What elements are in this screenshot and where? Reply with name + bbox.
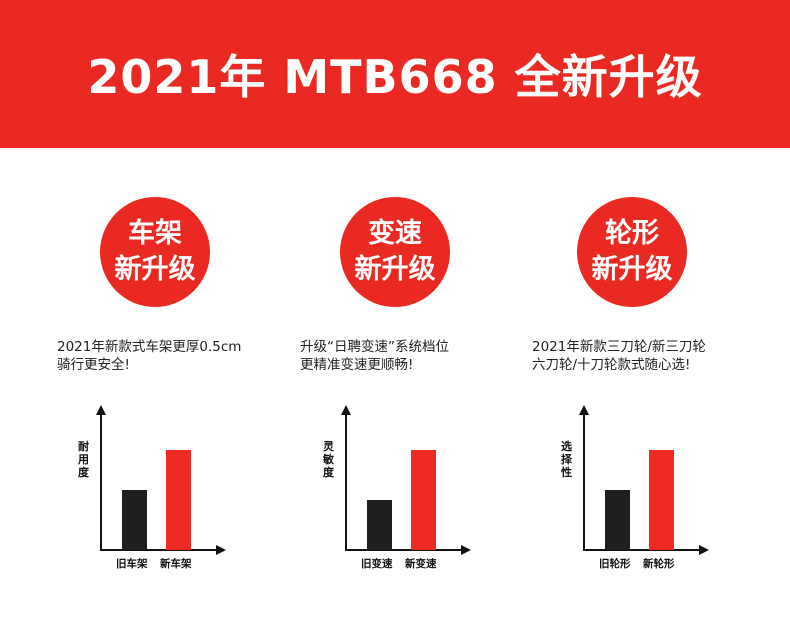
x-tick-label: 旧变速 [361,558,393,570]
feature-circle: 变速 新升级 [340,197,450,307]
feature-description: 2021年新款三刀轮/新三刀轮 六刀轮/十刀轮款式随心选! [532,338,706,374]
x-tick-label: 新轮形 [643,558,675,570]
y-axis-arrow-icon [96,405,106,415]
old-bar [605,490,630,550]
x-axis [100,549,218,551]
header-banner: 2021年 MTB668 全新升级 [0,0,790,148]
x-axis-arrow-icon [461,545,471,555]
old-bar [367,500,392,550]
old-bar [122,490,147,550]
circle-line2: 新升级 [354,254,436,285]
desc-line1: 2021年新款式车架更厚0.5cm [57,339,242,355]
feature-description: 升级“日聘变速”系统档位 更精准变速更顺畅! [300,338,449,374]
y-axis-label: 灵敏度 [323,440,334,479]
new-bar [166,450,191,550]
circle-line2: 新升级 [114,254,196,285]
comparison-chart: 耐用度 旧车架 新车架 [78,405,240,575]
comparison-chart: 选择性 旧轮形 新轮形 [561,405,723,575]
circle-line2: 新升级 [591,254,673,285]
y-axis [345,413,347,550]
y-axis-label: 耐用度 [78,440,89,479]
desc-line2: 更精准变速更顺畅! [300,357,414,373]
x-axis-arrow-icon [699,545,709,555]
y-axis-arrow-icon [341,405,351,415]
comparison-chart: 灵敏度 旧变速 新变速 [323,405,485,575]
desc-line1: 升级“日聘变速”系统档位 [300,339,449,355]
y-axis [100,413,102,550]
circle-line1: 变速 [368,218,422,249]
x-tick-label: 旧车架 [116,558,148,570]
y-axis [583,413,585,550]
feature-circle: 车架 新升级 [100,197,210,307]
desc-line2: 六刀轮/十刀轮款式随心选! [532,357,691,373]
x-tick-label: 新变速 [405,558,437,570]
x-axis [583,549,701,551]
desc-line1: 2021年新款三刀轮/新三刀轮 [532,339,706,355]
circle-line1: 轮形 [605,218,659,249]
new-bar [649,450,674,550]
circle-line1: 车架 [128,218,182,249]
desc-line2: 骑行更安全! [57,357,130,373]
x-tick-label: 新车架 [160,558,192,570]
y-axis-label: 选择性 [561,440,572,479]
feature-circle: 轮形 新升级 [577,197,687,307]
x-tick-label: 旧轮形 [599,558,631,570]
x-axis [345,549,463,551]
feature-description: 2021年新款式车架更厚0.5cm 骑行更安全! [57,338,241,374]
page-title: 2021年 MTB668 全新升级 [87,50,703,104]
new-bar [411,450,436,550]
x-axis-arrow-icon [216,545,226,555]
y-axis-arrow-icon [579,405,589,415]
